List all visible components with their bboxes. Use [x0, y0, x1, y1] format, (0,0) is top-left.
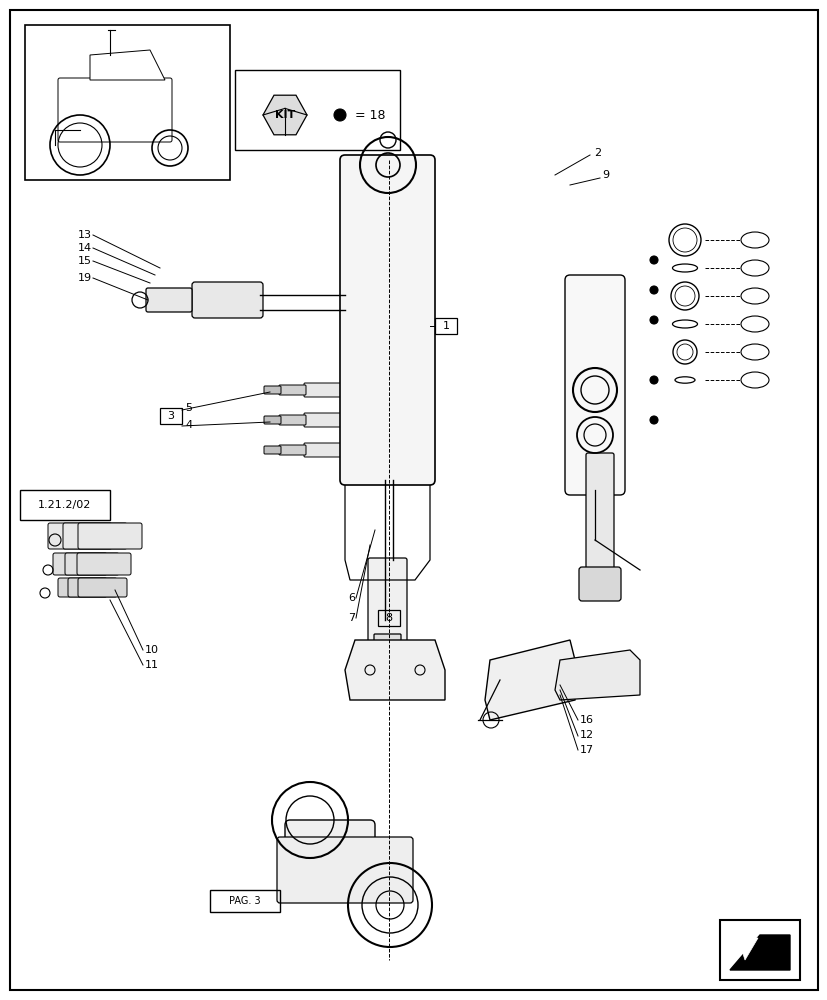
Bar	[210, 890, 280, 912]
FancyBboxPatch shape	[58, 78, 172, 142]
Text: 8: 8	[385, 613, 392, 623]
FancyBboxPatch shape	[68, 578, 117, 597]
Text: 19: 19	[78, 273, 92, 283]
Circle shape	[649, 316, 657, 324]
Circle shape	[649, 416, 657, 424]
Circle shape	[333, 109, 346, 121]
Polygon shape	[263, 95, 307, 135]
Circle shape	[649, 256, 657, 264]
Text: 15: 15	[78, 256, 92, 266]
FancyBboxPatch shape	[58, 578, 107, 597]
Text: 10: 10	[145, 645, 159, 655]
Text: 9: 9	[602, 170, 609, 180]
Bar	[235, 70, 399, 150]
Circle shape	[649, 286, 657, 294]
Text: 16: 16	[579, 715, 593, 725]
FancyBboxPatch shape	[192, 282, 263, 318]
FancyBboxPatch shape	[304, 383, 343, 397]
Text: 17: 17	[579, 745, 594, 755]
Text: 1.21.2/02: 1.21.2/02	[38, 500, 92, 510]
Polygon shape	[345, 640, 444, 700]
FancyBboxPatch shape	[586, 453, 614, 577]
Text: 2: 2	[594, 148, 601, 158]
Circle shape	[649, 376, 657, 384]
Ellipse shape	[672, 320, 696, 328]
Text: 14: 14	[78, 243, 92, 253]
FancyBboxPatch shape	[304, 443, 343, 457]
FancyBboxPatch shape	[578, 567, 620, 601]
Text: PAG. 3: PAG. 3	[229, 896, 261, 906]
FancyBboxPatch shape	[279, 445, 306, 455]
FancyBboxPatch shape	[78, 523, 141, 549]
FancyBboxPatch shape	[48, 523, 112, 549]
Text: 7: 7	[347, 613, 355, 623]
FancyBboxPatch shape	[564, 275, 624, 495]
FancyBboxPatch shape	[340, 155, 434, 485]
Bar	[378, 610, 399, 626]
Text: 12: 12	[579, 730, 594, 740]
Polygon shape	[485, 640, 574, 720]
FancyBboxPatch shape	[63, 523, 127, 549]
Text: 13: 13	[78, 230, 92, 240]
Bar	[160, 408, 182, 424]
Ellipse shape	[740, 288, 768, 304]
Bar	[719, 920, 799, 980]
Text: 3: 3	[167, 411, 174, 421]
Polygon shape	[737, 938, 757, 960]
Text: 4: 4	[184, 420, 192, 430]
Text: 5: 5	[184, 403, 192, 413]
Polygon shape	[90, 50, 165, 80]
FancyBboxPatch shape	[65, 553, 119, 575]
Ellipse shape	[674, 377, 694, 383]
Bar	[20, 490, 110, 520]
Text: = 18: = 18	[355, 109, 385, 122]
FancyBboxPatch shape	[374, 634, 400, 671]
FancyBboxPatch shape	[53, 553, 107, 575]
FancyBboxPatch shape	[367, 558, 407, 642]
Text: 11: 11	[145, 660, 159, 670]
Ellipse shape	[740, 372, 768, 388]
Bar	[434, 318, 457, 334]
FancyBboxPatch shape	[146, 288, 192, 312]
FancyBboxPatch shape	[264, 416, 280, 424]
Polygon shape	[729, 935, 789, 970]
FancyBboxPatch shape	[279, 415, 306, 425]
Ellipse shape	[672, 264, 696, 272]
Ellipse shape	[740, 344, 768, 360]
FancyBboxPatch shape	[304, 413, 343, 427]
FancyBboxPatch shape	[277, 837, 413, 903]
Bar	[25, 25, 230, 180]
Text: KIT: KIT	[275, 110, 294, 120]
FancyBboxPatch shape	[264, 386, 280, 394]
FancyBboxPatch shape	[78, 578, 127, 597]
Polygon shape	[554, 650, 639, 700]
Ellipse shape	[740, 260, 768, 276]
FancyBboxPatch shape	[284, 820, 375, 885]
FancyBboxPatch shape	[279, 385, 306, 395]
Text: 1: 1	[442, 321, 449, 331]
Ellipse shape	[740, 316, 768, 332]
Text: 6: 6	[347, 593, 355, 603]
Ellipse shape	[740, 232, 768, 248]
FancyBboxPatch shape	[264, 446, 280, 454]
FancyBboxPatch shape	[77, 553, 131, 575]
